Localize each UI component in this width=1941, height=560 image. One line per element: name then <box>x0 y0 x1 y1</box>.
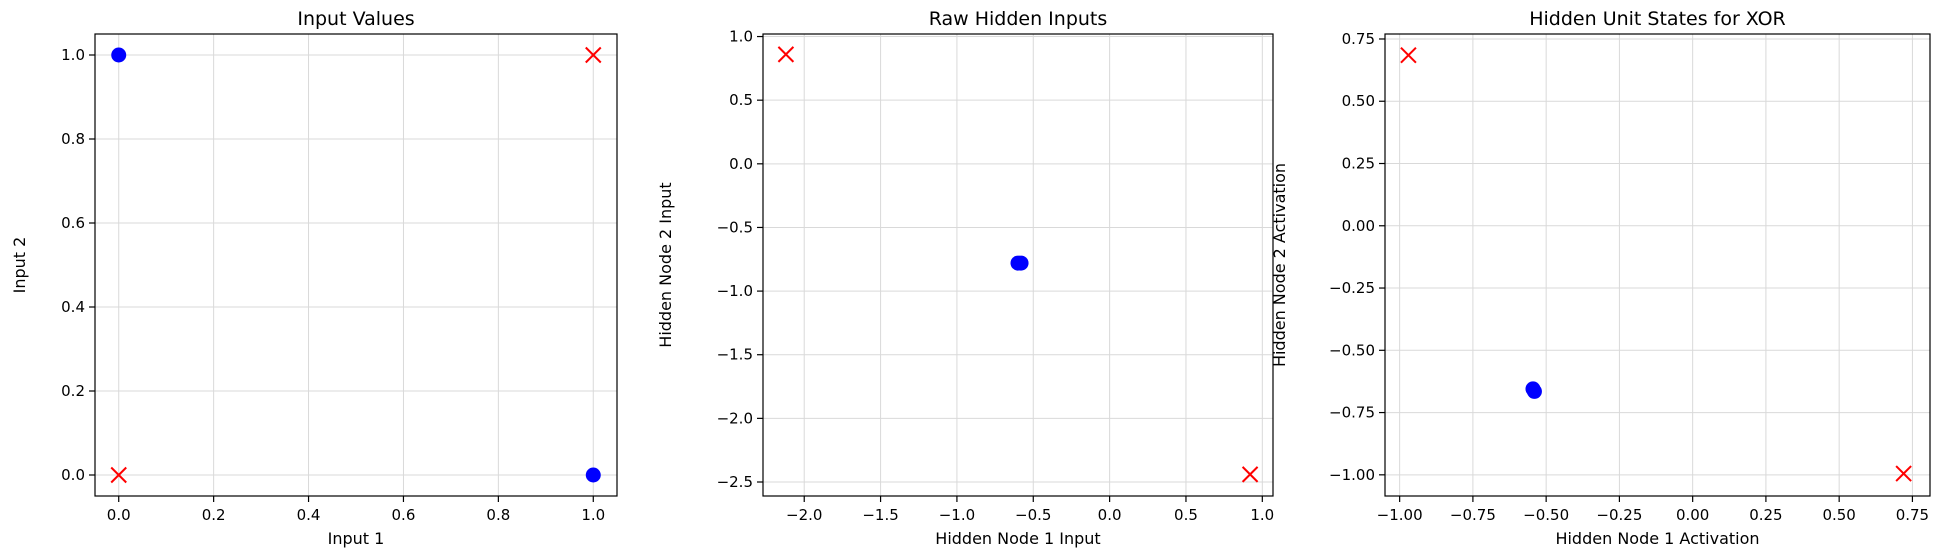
x-tick-label: 0.8 <box>486 506 510 524</box>
x-tick-label: 0.4 <box>297 506 321 524</box>
x-tick-label: 1.0 <box>1250 506 1274 524</box>
x-tick-label: −0.25 <box>1596 506 1642 524</box>
y-tick-label: −1.5 <box>717 346 753 364</box>
y-tick-label: 1.0 <box>61 46 85 64</box>
x-tick-label: 0.6 <box>392 506 416 524</box>
y-tick-label: 0.50 <box>1342 92 1375 110</box>
subplot-2: −2.0 −1.5 −1.0 −0.5 0.0 0.5 1.0 −2.5 −2.0 −1.5 −1.… <box>656 8 1274 548</box>
plot-frame <box>94 33 618 497</box>
y-tick-label: 0.00 <box>1342 217 1375 235</box>
chart-title: Input Values <box>297 8 414 30</box>
subplot-1: 0.0 0.2 0.4 0.6 0.8 1.0 0.0 0.2 0.4 0.6 0.8 1.0 Inpu… <box>10 8 618 548</box>
y-tick-label: 0.25 <box>1342 155 1375 173</box>
y-tick-label: 0.2 <box>61 382 85 400</box>
x-axis-label: Input 1 <box>328 529 385 548</box>
x-tick-label: −1.5 <box>862 506 898 524</box>
chart-title: Hidden Unit States for XOR <box>1529 8 1786 30</box>
data-point-circle <box>111 47 127 63</box>
x-tick-label: 0.5 <box>1174 506 1198 524</box>
x-axis-label: Hidden Node 1 Input <box>935 529 1100 548</box>
y-axis-label: Hidden Node 2 Input <box>656 182 675 347</box>
y-axis-label: Hidden Node 2 Activation <box>1270 163 1289 367</box>
data-point-circle <box>1526 383 1542 399</box>
data-point-x <box>1895 465 1912 482</box>
data-point-circle <box>585 467 601 483</box>
x-tick-label: −1.0 <box>939 506 975 524</box>
y-tick-label: 0.0 <box>61 466 85 484</box>
y-tick-label: −0.25 <box>1329 279 1375 297</box>
data-point-circle <box>1013 255 1029 271</box>
x-tick-label: 0.25 <box>1749 506 1782 524</box>
x-tick-label: −2.0 <box>786 506 822 524</box>
data-point-x <box>110 466 127 484</box>
data-point-x <box>1400 46 1417 64</box>
x-tick-label: 0.00 <box>1676 506 1709 524</box>
x-tick-label: −1.00 <box>1377 506 1423 524</box>
y-tick-label: 0.75 <box>1342 30 1375 48</box>
x-tick-label: 0.0 <box>107 506 131 524</box>
y-tick-label: 0.8 <box>61 130 85 148</box>
y-tick-label: −2.0 <box>717 409 753 427</box>
y-axis-label: Input 2 <box>10 237 29 294</box>
data-point-x <box>1241 466 1259 483</box>
y-tick-label: 1.0 <box>729 28 753 46</box>
y-tick-label: −1.00 <box>1329 466 1375 484</box>
chart-title: Raw Hidden Inputs <box>929 8 1108 30</box>
x-tick-label: −0.5 <box>1015 506 1051 524</box>
y-tick-label: −1.0 <box>717 282 753 300</box>
x-tick-label: 0.2 <box>202 506 226 524</box>
subplot-3: −1.00 −0.75 −0.50 −0.25 0.00 0.25 0.50 0.75 −1.0… <box>1270 8 1931 548</box>
x-tick-label: 0.50 <box>1822 506 1855 524</box>
y-tick-label: 0.5 <box>729 91 753 109</box>
y-tick-label: −2.5 <box>717 473 753 491</box>
y-tick-label: 0.6 <box>61 214 85 232</box>
y-tick-label: 0.0 <box>729 155 753 173</box>
y-tick-label: −0.50 <box>1329 341 1375 359</box>
y-tick-label: −0.75 <box>1329 404 1375 422</box>
data-point-x <box>585 46 602 64</box>
y-tick-label: −0.5 <box>717 218 753 236</box>
plot-frame <box>1384 33 1931 497</box>
x-tick-label: 1.0 <box>581 506 605 524</box>
x-tick-label: 0.75 <box>1896 506 1929 524</box>
data-point-x <box>777 46 795 63</box>
x-axis-label: Hidden Node 1 Activation <box>1555 529 1759 548</box>
y-tick-label: 0.4 <box>61 298 85 316</box>
x-tick-label: −0.75 <box>1450 506 1496 524</box>
x-tick-label: 0.0 <box>1098 506 1122 524</box>
plot-frame <box>762 33 1274 497</box>
x-tick-label: −0.50 <box>1523 506 1569 524</box>
